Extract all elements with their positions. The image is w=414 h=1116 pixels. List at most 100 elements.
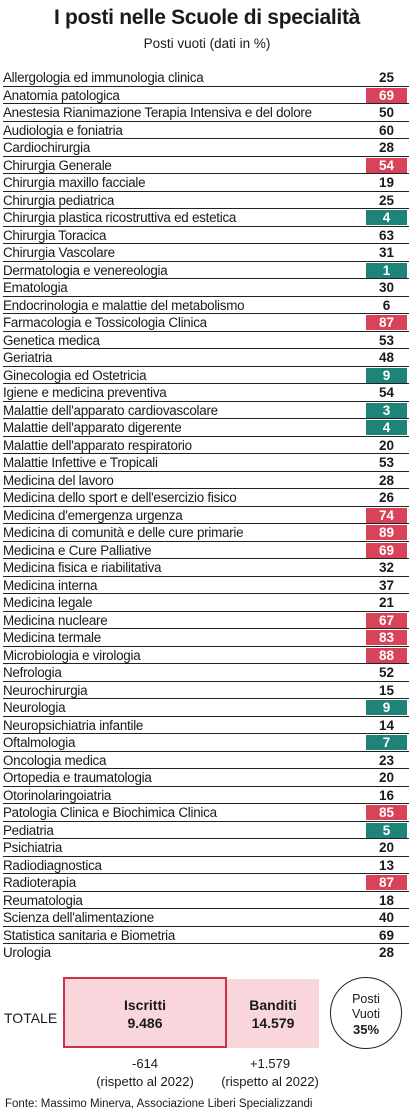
table-row: Farmacologia e Tossicologia Clinica 87 [3, 314, 409, 332]
row-value: 9 [366, 700, 407, 715]
row-value: 4 [366, 210, 407, 225]
row-value: 88 [366, 647, 407, 663]
row-value: 69 [366, 542, 407, 558]
row-label: Ortopedia e traumatologia [3, 770, 152, 785]
row-value: 74 [366, 507, 407, 523]
row-label: Farmacologia e Tossicologia Clinica [3, 315, 207, 330]
iscritti-delta: -614 [131, 1056, 159, 1071]
table-row: Dermatologia e venereologia 1 [3, 262, 409, 279]
table-row: Malattie Infettive e Tropicali 53 [3, 454, 409, 472]
row-value: 53 [378, 455, 395, 470]
table-row: Otorinolaringoiatria 16 [3, 787, 409, 804]
row-label: Neurologia [3, 700, 66, 715]
table-row: Patologia Clinica e Biochimica Clinica 85 [3, 804, 409, 822]
row-value: 9 [366, 367, 407, 383]
row-label: Igiene e medicina preventiva [3, 385, 167, 400]
row-value: 20 [378, 770, 395, 785]
row-label: Medicina termale [3, 630, 101, 645]
row-label: Chirurgia Toracica [3, 227, 107, 243]
table-row: Neurologia 9 [3, 699, 409, 717]
row-value: 40 [378, 910, 395, 925]
row-value: 26 [378, 490, 395, 505]
row-label: Endocrinologia e malattie del metabolism… [3, 297, 245, 313]
row-value: 1 [366, 262, 407, 278]
table-row: Medicina dello sport e dell'esercizio fi… [3, 489, 409, 507]
table-row: Genetica medica 53 [3, 332, 409, 349]
table-row: Urologia 28 [3, 944, 409, 962]
banditi-delta: +1.579 [249, 1056, 291, 1071]
row-label: Audiologia e foniatria [3, 122, 123, 138]
row-value: 15 [378, 682, 395, 698]
row-value: 16 [378, 787, 395, 803]
row-value: 3 [366, 402, 407, 418]
table-row: Medicina termale 83 [3, 629, 409, 647]
row-value: 28 [378, 472, 395, 488]
row-value: 85 [366, 805, 407, 820]
row-label: Otorinolaringoiatria [3, 787, 112, 803]
row-value: 14 [378, 717, 395, 733]
row-value: 31 [378, 245, 395, 260]
row-value: 54 [378, 385, 395, 400]
row-label: Urologia [3, 945, 51, 960]
row-value: 6 [382, 297, 391, 313]
row-label: Medicina dello sport e dell'esercizio fi… [3, 490, 237, 505]
row-value: 53 [378, 332, 395, 348]
row-value: 4 [366, 420, 407, 435]
row-label: Malattie dell'apparato respiratorio [3, 437, 192, 453]
row-label: Medicina d'emergenza urgenza [3, 507, 183, 523]
row-label: Medicina legale [3, 595, 93, 610]
row-label: Medicina e Cure Palliative [3, 542, 152, 558]
iscritti-label: Iscritti [123, 997, 166, 1013]
row-label: Neuropsichiatria infantile [3, 717, 144, 733]
source-note: Fonte: Massimo Minerva, Associazione Lib… [5, 1098, 313, 1110]
table-row: Audiologia e foniatria 60 [3, 122, 409, 139]
table-row: Oncologia medica 23 [3, 752, 409, 769]
table-row: Medicina d'emergenza urgenza 74 [3, 507, 409, 524]
row-value: 28 [378, 945, 395, 960]
row-label: Nefrologia [3, 665, 62, 680]
table-row: Anestesia Rianimazione Terapia Intensiva… [3, 104, 409, 122]
row-value: 21 [378, 595, 395, 610]
row-value: 48 [378, 350, 395, 365]
table-row: Statistica sanitaria e Biometria 69 [3, 927, 409, 944]
posti-vuoti-line2: Vuoti [351, 1007, 381, 1021]
table-row: Scienza dell'alimentazione 40 [3, 909, 409, 927]
row-value: 52 [378, 665, 395, 680]
banditi-label: Banditi [249, 997, 297, 1013]
row-value: 20 [378, 840, 395, 855]
row-label: Chirurgia maxillo facciale [3, 175, 146, 190]
row-label: Allergologia ed immunologia clinica [3, 70, 204, 85]
totale-label: TOTALE [4, 1010, 58, 1026]
row-label: Scienza dell'alimentazione [3, 910, 154, 925]
row-label: Genetica medica [3, 332, 100, 348]
table-row: Nefrologia 52 [3, 664, 409, 682]
table-row: Cardiochirurgia 28 [3, 139, 409, 157]
row-label: Medicina nucleare [3, 612, 108, 628]
row-label: Medicina del lavoro [3, 472, 114, 488]
row-label: Dermatologia e venereologia [3, 262, 168, 278]
table-row: Chirurgia maxillo facciale 19 [3, 174, 409, 192]
table-row: Malattie dell'apparato cardiovascolare 3 [3, 402, 409, 419]
table-row: Allergologia ed immunologia clinica 25 [3, 69, 409, 87]
row-value: 13 [378, 857, 395, 873]
row-value: 25 [378, 70, 395, 85]
table-row: Neurochirurgia 15 [3, 682, 409, 699]
row-label: Ginecologia ed Ostetricia [3, 367, 147, 383]
iscritti-value: 9.486 [127, 1015, 163, 1031]
row-label: Ematologia [3, 280, 68, 295]
posti-vuoti-line1: Posti [352, 992, 380, 1006]
table-row: Microbiologia e virologia 88 [3, 647, 409, 664]
table-row: Radioterapia 87 [3, 874, 409, 892]
row-value: 7 [366, 735, 407, 750]
row-value: 19 [378, 175, 395, 190]
row-label: Radiodiagnostica [3, 857, 102, 873]
posti-vuoti-value: 35% [352, 1022, 380, 1037]
row-label: Chirurgia pediatrica [3, 192, 115, 208]
table-row: Reumatologia 18 [3, 892, 409, 909]
row-label: Neurochirurgia [3, 682, 88, 698]
row-value: 37 [378, 577, 395, 593]
table-row: Radiodiagnostica 13 [3, 857, 409, 874]
row-value: 60 [378, 122, 395, 138]
row-label: Reumatologia [3, 892, 83, 908]
row-value: 50 [378, 105, 395, 120]
